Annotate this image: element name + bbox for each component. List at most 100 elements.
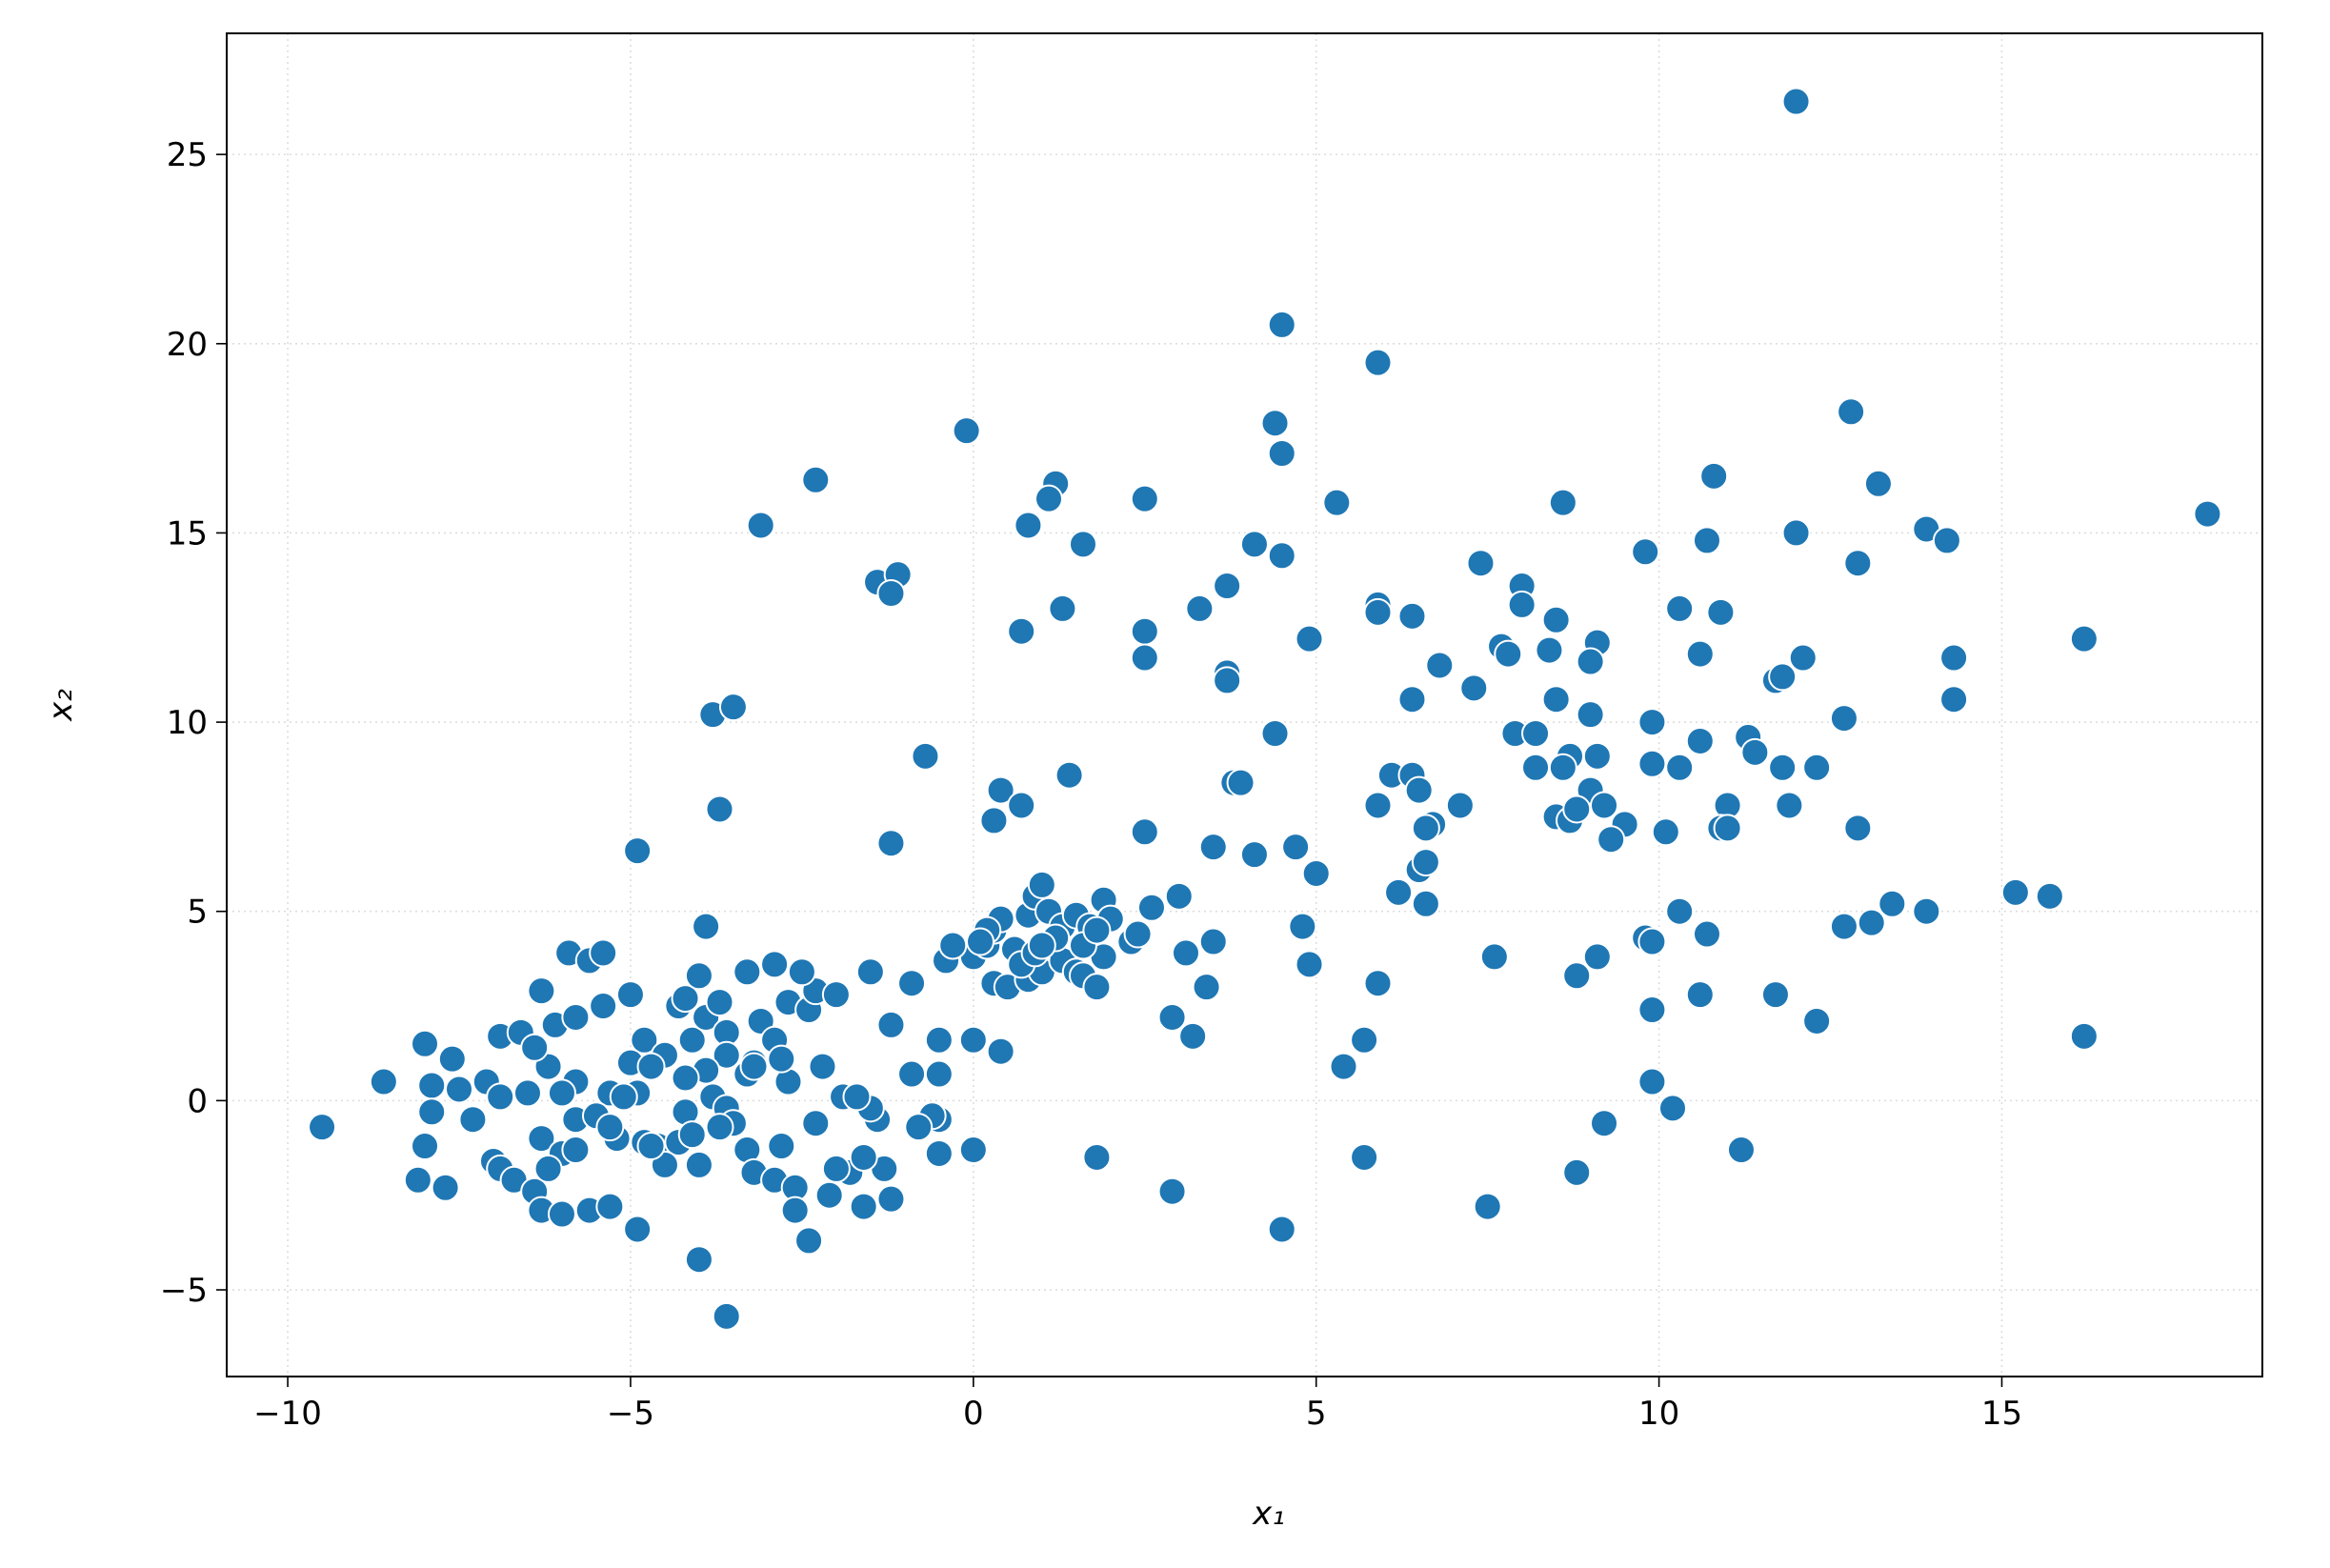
point xyxy=(411,1029,440,1058)
point xyxy=(1829,912,1858,941)
point xyxy=(1637,1067,1667,1096)
point xyxy=(1657,1094,1687,1123)
point xyxy=(849,1142,878,1172)
point xyxy=(411,1132,440,1161)
point xyxy=(533,1154,563,1183)
point xyxy=(636,1052,666,1081)
point xyxy=(897,969,927,998)
point xyxy=(1507,590,1537,619)
point xyxy=(1295,624,1324,653)
point xyxy=(1363,969,1393,998)
point xyxy=(1685,980,1715,1010)
x-tick-label: −5 xyxy=(607,1395,654,1433)
point xyxy=(445,1075,474,1104)
point xyxy=(512,1078,542,1108)
point xyxy=(1857,908,1886,937)
point xyxy=(952,416,981,446)
point xyxy=(1562,794,1592,824)
point xyxy=(1363,597,1393,627)
point xyxy=(623,836,653,866)
point xyxy=(1130,484,1159,513)
point xyxy=(808,1052,837,1081)
point xyxy=(1007,616,1036,646)
point xyxy=(1301,858,1331,888)
point xyxy=(561,1002,591,1032)
point xyxy=(1350,1025,1379,1055)
point xyxy=(1213,572,1242,601)
point xyxy=(1239,840,1269,870)
point xyxy=(876,578,906,608)
point xyxy=(2069,1021,2099,1051)
point xyxy=(671,1063,700,1093)
point xyxy=(705,988,734,1017)
point xyxy=(794,1226,824,1256)
point xyxy=(787,957,816,987)
point xyxy=(1637,995,1667,1025)
point xyxy=(1192,973,1221,1002)
point xyxy=(417,1071,447,1100)
point xyxy=(1548,753,1577,782)
point xyxy=(1535,635,1564,665)
plot-frame xyxy=(226,32,2263,1377)
point xyxy=(431,1173,460,1202)
point xyxy=(1939,685,1969,714)
point xyxy=(561,1136,591,1165)
point xyxy=(821,980,851,1010)
point xyxy=(821,1154,851,1183)
point xyxy=(1164,881,1194,911)
point xyxy=(1404,775,1434,805)
point xyxy=(2035,881,2064,911)
point xyxy=(897,1059,927,1089)
point xyxy=(609,1082,638,1112)
point xyxy=(1576,647,1605,676)
point xyxy=(1521,718,1551,748)
point xyxy=(1781,518,1811,548)
y-tick-label: 20 xyxy=(167,326,208,364)
point xyxy=(684,1245,713,1275)
point xyxy=(1685,639,1715,669)
x-tick-label: −10 xyxy=(253,1395,322,1433)
point xyxy=(1912,896,1941,926)
point xyxy=(1473,1192,1502,1221)
point xyxy=(1178,1021,1208,1051)
point xyxy=(1082,973,1112,1002)
point xyxy=(1788,643,1818,673)
point xyxy=(1213,666,1242,695)
point xyxy=(1281,833,1311,862)
y-tick-label: 5 xyxy=(187,894,208,932)
x-tick-label: 0 xyxy=(963,1395,984,1433)
point xyxy=(1082,915,1112,945)
y-tick-label: 15 xyxy=(167,514,208,553)
point xyxy=(1878,889,1907,918)
point xyxy=(733,957,762,987)
point xyxy=(801,465,831,494)
point xyxy=(712,1040,741,1070)
point xyxy=(1027,870,1056,899)
point xyxy=(630,1025,659,1055)
point xyxy=(1548,488,1577,517)
point xyxy=(1479,942,1509,972)
point xyxy=(1130,817,1159,847)
y-tick-label: 25 xyxy=(167,136,208,174)
y-tick-label: 0 xyxy=(187,1082,208,1120)
point xyxy=(1939,643,1969,673)
point xyxy=(1843,814,1873,843)
point xyxy=(1692,526,1721,555)
point xyxy=(308,1113,337,1142)
point xyxy=(527,1124,556,1154)
point xyxy=(1665,896,1695,926)
point xyxy=(1198,833,1228,862)
point xyxy=(876,1184,906,1214)
point xyxy=(1267,541,1296,571)
point xyxy=(1082,1142,1112,1172)
point xyxy=(1768,753,1798,782)
point xyxy=(801,1109,831,1138)
point xyxy=(547,1199,576,1229)
point xyxy=(1665,753,1695,782)
point xyxy=(767,1044,796,1074)
point xyxy=(1363,791,1393,820)
point xyxy=(849,1192,878,1221)
point xyxy=(1760,980,1790,1010)
point xyxy=(904,1113,934,1142)
point xyxy=(1837,397,1866,427)
